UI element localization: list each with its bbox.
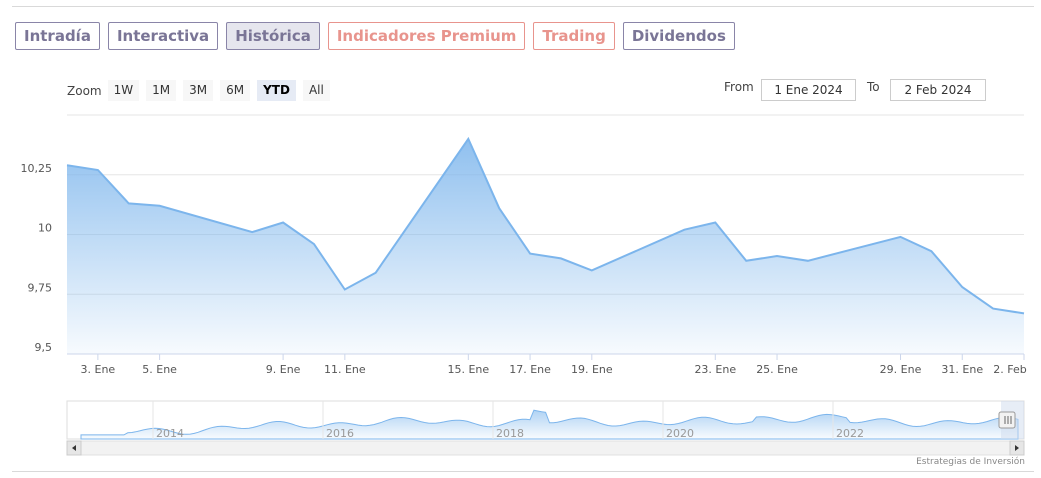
- data-point[interactable]: [1021, 310, 1027, 316]
- to-label: To: [867, 80, 880, 94]
- navigator-year-label: 2016: [326, 427, 354, 440]
- from-date-input[interactable]: 1 Ene 2024: [761, 79, 856, 101]
- x-tick-label: 19. Ene: [571, 363, 613, 376]
- data-point[interactable]: [311, 241, 317, 247]
- y-axis: 9,5 9,75 10 10,25: [21, 162, 53, 354]
- navigator-year-label: 2020: [666, 427, 694, 440]
- navigator-year-label: 2014: [156, 427, 184, 440]
- x-axis: 3. Ene 5. Ene 9. Ene 11. Ene 15. Ene 17. Ene 1…: [81, 354, 1027, 376]
- bottom-divider: [12, 471, 1034, 472]
- data-point[interactable]: [898, 234, 904, 240]
- data-point[interactable]: [527, 251, 533, 257]
- y-tick-label: 9,5: [35, 341, 53, 354]
- data-point[interactable]: [774, 253, 780, 259]
- zoom-6m-button[interactable]: 6M: [220, 80, 251, 101]
- data-point[interactable]: [990, 306, 996, 312]
- tab-interactiva[interactable]: Interactiva: [107, 22, 219, 50]
- zoom-3m-button[interactable]: 3M: [183, 80, 214, 101]
- data-point[interactable]: [928, 248, 934, 254]
- data-point[interactable]: [743, 258, 749, 264]
- data-point[interactable]: [589, 267, 595, 273]
- data-point[interactable]: [496, 205, 502, 211]
- price-line: [66, 136, 1025, 315]
- scrollbar[interactable]: [66, 440, 1025, 456]
- price-area: [67, 138, 1024, 354]
- x-tick-label: 15. Ene: [447, 363, 489, 376]
- x-tick-label: 2. Feb: [993, 363, 1026, 376]
- x-tick-label: 25. Ene: [756, 363, 798, 376]
- to-date-input[interactable]: 2 Feb 2024: [890, 79, 986, 101]
- zoom-buttons: 1W 1M 3M 6M YTD All: [107, 80, 337, 101]
- zoom-all-button[interactable]: All: [302, 80, 330, 101]
- navigator-year-label: 2022: [836, 427, 864, 440]
- data-point[interactable]: [157, 203, 163, 209]
- x-tick-label: 31. Ene: [941, 363, 983, 376]
- data-point[interactable]: [681, 227, 687, 233]
- from-label: From: [724, 80, 754, 94]
- navigator-series: [80, 409, 1019, 440]
- scrollbar-track[interactable]: [66, 440, 1025, 456]
- y-tick-label: 10: [38, 222, 52, 235]
- x-tick-label: 11. Ene: [324, 363, 366, 376]
- data-point[interactable]: [64, 162, 70, 168]
- data-point[interactable]: [249, 229, 255, 235]
- arrow-right-icon: [1015, 445, 1019, 451]
- data-point[interactable]: [558, 255, 564, 261]
- data-point[interactable]: [280, 220, 286, 226]
- x-tick-label: 17. Ene: [509, 363, 551, 376]
- tab-intradía[interactable]: Intradía: [15, 22, 100, 50]
- x-tick-label: 23. Ene: [694, 363, 736, 376]
- top-divider: [12, 6, 1034, 7]
- data-point[interactable]: [342, 286, 348, 292]
- tab-dividendos[interactable]: Dividendos: [622, 22, 735, 50]
- zoom-ytd-button[interactable]: YTD: [257, 80, 296, 101]
- zoom-1m-button[interactable]: 1M: [146, 80, 177, 101]
- chart-tabs: Intradía Interactiva Histórica Indicadores …: [15, 22, 735, 50]
- credit-text[interactable]: Estrategias de Inversión: [916, 457, 1025, 467]
- tab-trading[interactable]: Trading: [533, 22, 615, 50]
- data-point[interactable]: [126, 200, 132, 206]
- data-point[interactable]: [95, 167, 101, 173]
- x-tick-label: 9. Ene: [266, 363, 301, 376]
- data-point[interactable]: [959, 284, 965, 290]
- data-point[interactable]: [712, 220, 718, 226]
- x-tick-label: 5. Ene: [142, 363, 177, 376]
- data-point[interactable]: [465, 136, 471, 142]
- navigator-handle[interactable]: [998, 411, 1016, 429]
- zoom-bar: Zoom 1W 1M 3M 6M YTD All: [67, 80, 337, 101]
- y-tick-label: 9,75: [28, 281, 53, 294]
- navigator-year-label: 2018: [496, 427, 524, 440]
- x-tick-label: 29. Ene: [880, 363, 922, 376]
- data-point[interactable]: [805, 258, 811, 264]
- y-tick-label: 10,25: [21, 162, 53, 175]
- tab-indicadores-premium[interactable]: Indicadores Premium: [327, 22, 526, 50]
- zoom-1w-button[interactable]: 1W: [107, 80, 140, 101]
- x-tick-label: 3. Ene: [81, 363, 116, 376]
- navigator[interactable]: 2014 2016 2018 2020 2022: [66, 400, 1025, 440]
- arrow-left-icon: [72, 445, 76, 451]
- navigator-years: 2014 2016 2018 2020 2022: [152, 401, 864, 440]
- zoom-label: Zoom: [67, 83, 102, 98]
- data-point[interactable]: [373, 270, 379, 276]
- tab-histórica[interactable]: Histórica: [226, 22, 320, 50]
